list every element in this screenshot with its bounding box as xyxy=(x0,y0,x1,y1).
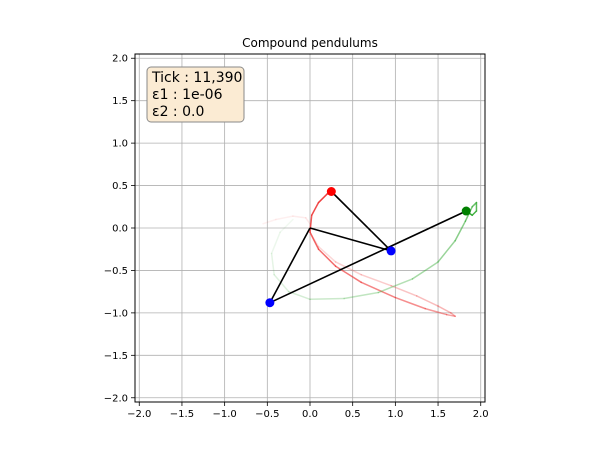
x-tick-label-5: 0.5 xyxy=(345,409,361,420)
trail-green_trail-segment-4 xyxy=(287,290,311,301)
y-tick-label-7: 1.5 xyxy=(112,96,128,107)
x-tick-label-6: 1.0 xyxy=(387,409,403,420)
y-tick-label-2: −1.0 xyxy=(104,308,128,319)
trail-red_trail-segment-3 xyxy=(304,217,311,225)
pendulum-trails xyxy=(262,190,478,318)
y-tick-label-4: 0.0 xyxy=(112,224,128,235)
pendulum-bobs xyxy=(265,187,471,308)
trail-red_trail-segment-8 xyxy=(360,273,392,287)
info-tick-text: Tick : 11,390 xyxy=(151,70,242,86)
axis-ticks: −2.0 −1.5 −1.0 −0.5 0.0 0.5 1.0 1.5 2.0 −2.0 −1.5 −… xyxy=(104,54,489,420)
x-tick-label-0: −2.0 xyxy=(127,409,151,420)
trail-red_trail-segment-7 xyxy=(334,261,362,276)
pendulum-1-inner-bob xyxy=(265,298,275,308)
pendulum-1-upper-arm xyxy=(269,227,311,304)
trail-red_trail-segment-18 xyxy=(317,248,337,267)
trail-red_trail-segment-16 xyxy=(360,281,397,299)
pendulum-arms xyxy=(269,190,467,304)
x-tick-label-4: 0.0 xyxy=(302,409,318,420)
info-epsilon2-text: ε2 : 0.0 xyxy=(152,104,204,120)
y-tick-label-8: 2.0 xyxy=(112,54,128,65)
y-tick-label-1: −1.5 xyxy=(104,351,128,362)
x-tick-label-3: −0.5 xyxy=(255,409,279,420)
trail-red_trail-segment-1 xyxy=(275,215,294,221)
x-tick-label-8: 2.0 xyxy=(473,409,489,420)
trail-red_trail-segment-15 xyxy=(394,296,426,310)
x-tick-label-7: 1.5 xyxy=(430,409,446,420)
y-tick-label-5: 0.5 xyxy=(112,181,128,192)
trail-red_trail-segment-14 xyxy=(424,307,448,316)
pendulum-0-outer-bob xyxy=(326,187,336,197)
trail-red_trail-segment-10 xyxy=(415,295,439,307)
trail-green_trail-segment-6 xyxy=(343,291,380,300)
y-tick-label-6: 1.0 xyxy=(112,139,128,150)
trail-green_trail-segment-7 xyxy=(377,278,414,294)
pendulum-0-inner-bob xyxy=(386,246,396,256)
pendulum-0-upper-arm xyxy=(309,227,392,252)
chart-title: Compound pendulums xyxy=(242,36,378,50)
y-tick-label-3: −0.5 xyxy=(104,266,128,277)
pendulum-0-lower-arm xyxy=(330,190,392,252)
info-box: Tick : 11,390 ε1 : 1e-06 ε2 : 0.0 xyxy=(146,66,245,123)
pendulum-1-lower-arm xyxy=(269,210,467,304)
trail-green_trail-segment-0 xyxy=(279,218,294,233)
trail-green_trail-segment-2 xyxy=(270,252,275,276)
trail-red_trail-segment-20 xyxy=(309,214,313,233)
y-tick-label-0: −2.0 xyxy=(104,393,128,404)
x-tick-label-1: −1.5 xyxy=(170,409,194,420)
info-box-background xyxy=(146,66,245,123)
trail-red_trail-segment-6 xyxy=(317,245,337,263)
trail-green_trail-segment-1 xyxy=(270,231,281,255)
trail-green_trail-segment-3 xyxy=(273,273,290,293)
trail-green_trail-segment-5 xyxy=(309,297,345,301)
pendulum-1-outer-bob xyxy=(461,206,471,216)
trail-red_trail-segment-0 xyxy=(262,218,277,225)
trail-red_trail-segment-11 xyxy=(437,305,452,314)
trail-red_trail-segment-17 xyxy=(334,265,362,284)
trail-red_trail-segment-19 xyxy=(309,231,320,250)
info-epsilon1-text: ε1 : 1e-06 xyxy=(152,87,223,103)
trail-green_trail-segment-8 xyxy=(411,261,439,280)
trail-red_trail-segment-21 xyxy=(310,201,320,217)
x-tick-label-2: −1.0 xyxy=(212,409,236,420)
trail-red_trail-segment-9 xyxy=(390,284,418,297)
trail-red_trail-segment-12 xyxy=(450,312,456,318)
trail-red_trail-segment-2 xyxy=(292,215,307,219)
trail-green_trail-segment-9 xyxy=(437,239,456,263)
trail-green_trail-segment-10 xyxy=(454,220,467,242)
